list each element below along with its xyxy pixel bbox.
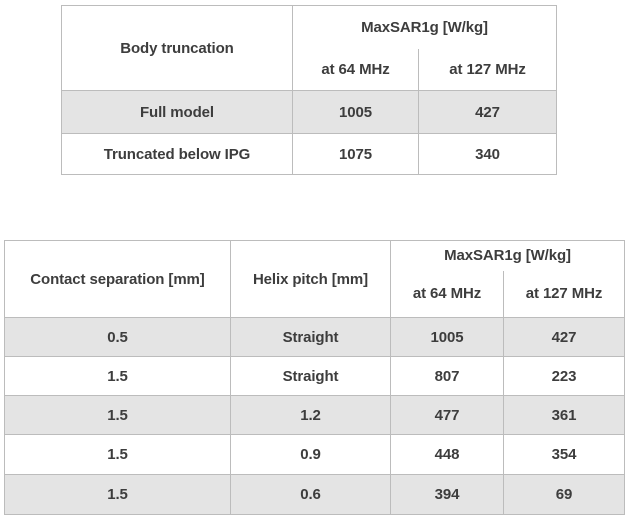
helix-pitch-table: Contact separation [mm] Helix pitch [mm]… [4, 240, 625, 515]
table2-row3-at127: 354 [503, 434, 625, 475]
table2-contact-separation-header: Contact separation [mm] [4, 240, 231, 318]
table2-row4-at127: 69 [503, 474, 625, 515]
table1-row1-label: Truncated below IPG [61, 133, 293, 175]
table1-row0-label: Full model [61, 90, 293, 134]
table2-subheader-64mhz: at 64 MHz [390, 270, 504, 318]
table2-row1-contact: 1.5 [4, 356, 231, 396]
table1-row1-at127: 340 [418, 133, 557, 175]
table-row: 1.5 0.6 394 69 [4, 474, 625, 515]
table2-header-row: Contact separation [mm] Helix pitch [mm]… [4, 240, 625, 318]
table1-group-header: MaxSAR1g [W/kg] [292, 5, 557, 49]
table1-header-row: Body truncation MaxSAR1g [W/kg] [61, 5, 557, 91]
table2-row3-contact: 1.5 [4, 434, 231, 475]
table1-subheader-64mhz: at 64 MHz [292, 48, 419, 91]
table2-row1-at64: 807 [390, 356, 504, 396]
table-row: 0.5 Straight 1005 427 [4, 317, 625, 357]
table1-row0-at64: 1005 [292, 90, 419, 134]
table2-helix-pitch-header: Helix pitch [mm] [230, 240, 391, 318]
table-row: 1.5 0.9 448 354 [4, 434, 625, 475]
table1-subheader-127mhz: at 127 MHz [418, 48, 557, 91]
table2-row1-pitch: Straight [230, 356, 391, 396]
table2-row4-at64: 394 [390, 474, 504, 515]
table-row: 1.5 Straight 807 223 [4, 356, 625, 396]
table2-row0-contact: 0.5 [4, 317, 231, 357]
table2-row2-pitch: 1.2 [230, 395, 391, 435]
table2-row2-contact: 1.5 [4, 395, 231, 435]
table2-row2-at64: 477 [390, 395, 504, 435]
table1-subheader-row: at 64 MHz at 127 MHz [62, 48, 557, 91]
body-truncation-table: Body truncation MaxSAR1g [W/kg] at 64 MH… [61, 5, 557, 175]
table-row: Full model 1005 427 [61, 90, 557, 134]
table2-row4-pitch: 0.6 [230, 474, 391, 515]
table2-group-header: MaxSAR1g [W/kg] [390, 240, 625, 271]
table2-row3-at64: 448 [390, 434, 504, 475]
table2-row0-at64: 1005 [390, 317, 504, 357]
table2-row1-at127: 223 [503, 356, 625, 396]
table1-corner-header: Body truncation [61, 5, 293, 91]
table1-row1-at64: 1075 [292, 133, 419, 175]
table1-row0-at127: 427 [418, 90, 557, 134]
table2-row0-pitch: Straight [230, 317, 391, 357]
table2-subheader-127mhz: at 127 MHz [503, 270, 625, 318]
table-row: Truncated below IPG 1075 340 [61, 133, 557, 175]
table2-row0-at127: 427 [503, 317, 625, 357]
table2-row3-pitch: 0.9 [230, 434, 391, 475]
table2-row4-contact: 1.5 [4, 474, 231, 515]
table-row: 1.5 1.2 477 361 [4, 395, 625, 435]
table2-row2-at127: 361 [503, 395, 625, 435]
